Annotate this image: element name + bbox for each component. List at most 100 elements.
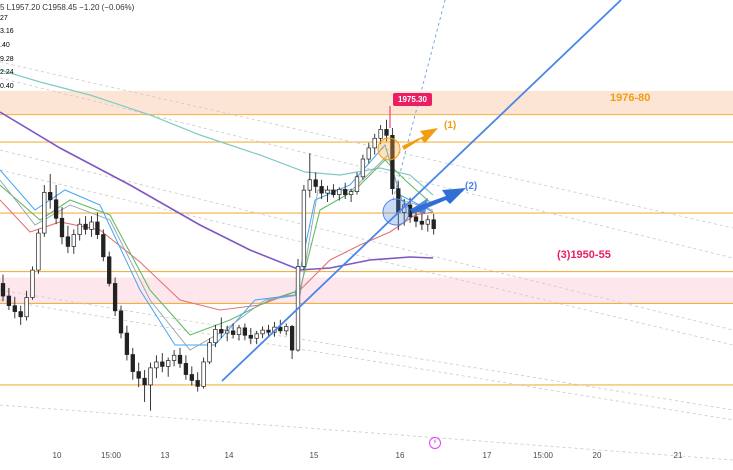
zone-upper-label: 1976-80 <box>610 92 651 104</box>
candle-body <box>166 360 171 367</box>
candle-body <box>384 129 389 136</box>
candle-body <box>337 189 342 195</box>
candle-body <box>160 361 165 367</box>
marker-1-circle <box>377 137 401 161</box>
candle-body <box>366 147 371 160</box>
candle-body <box>6 295 12 307</box>
lightning-event-icon[interactable]: ⚡ <box>429 437 441 449</box>
ma-line-purple <box>0 111 434 271</box>
candle-body <box>65 236 71 247</box>
candle-body <box>118 310 124 334</box>
x-tick-label: 17 <box>482 451 492 460</box>
candle-body <box>112 283 118 312</box>
candle-body <box>59 217 65 238</box>
ohlc-readout: 5 L1957.20 C1958.45 −1.20 (−0.06%) <box>0 3 135 12</box>
candle-body <box>225 330 230 334</box>
candle-body <box>354 176 360 192</box>
candle-body <box>107 256 112 284</box>
candle-body <box>201 361 206 387</box>
price-flag-label: 1975.30 <box>393 93 432 106</box>
ma-line-grey <box>0 154 434 351</box>
candle-body <box>307 179 312 191</box>
indicator-value-4: 9.28 <box>0 56 14 63</box>
candle-body <box>372 137 377 149</box>
candle-body <box>242 327 248 336</box>
candle-body <box>77 223 82 235</box>
candle-body <box>260 329 265 335</box>
candle-body <box>124 332 130 355</box>
candle-body <box>413 216 419 222</box>
x-tick-label: 10 <box>52 451 62 460</box>
channel-dashed-line <box>0 404 733 461</box>
candle-body <box>53 199 59 219</box>
marker-2-circle <box>382 198 410 226</box>
candle-body <box>71 234 76 247</box>
marker-1-label: (1) <box>444 120 457 131</box>
candle-body <box>48 192 53 201</box>
channel-dashed-line <box>0 289 733 411</box>
marker-2-label: (2) <box>465 181 478 192</box>
candle-body <box>230 330 236 335</box>
candle-body <box>289 326 295 351</box>
candle-body <box>183 363 189 375</box>
candle-body <box>142 377 147 386</box>
candle-body <box>30 269 35 298</box>
candle-body <box>213 329 218 344</box>
candle-body <box>301 189 307 267</box>
candle-body <box>254 333 259 339</box>
candle-body <box>42 192 47 234</box>
candle-body <box>148 367 153 386</box>
candle-body <box>248 334 253 339</box>
zone-band <box>0 277 733 304</box>
x-tick-label: 16 <box>395 451 405 460</box>
channel-dashed-line <box>0 299 733 421</box>
candle-body <box>89 221 94 230</box>
channel-dashed-line <box>0 61 733 229</box>
zone-band <box>0 90 733 115</box>
candle-body <box>189 374 194 381</box>
marker-2-arrowhead <box>410 198 428 214</box>
candle-body <box>331 189 336 195</box>
candle-body <box>83 223 88 230</box>
candle-body <box>0 283 6 297</box>
candle-body <box>171 354 177 361</box>
trendline <box>221 0 622 382</box>
candle-body <box>319 186 324 194</box>
candle-body <box>154 361 159 369</box>
candle-body <box>378 129 383 139</box>
ma-line-teal <box>0 69 434 196</box>
candle-body <box>419 220 425 225</box>
x-tick-label: 14 <box>224 451 234 460</box>
candle-body <box>24 297 29 318</box>
indicator-value-5: 2.24 <box>0 69 14 76</box>
indicator-value-2: 3.16 <box>0 28 14 35</box>
candle-body <box>431 219 436 230</box>
candle-body <box>325 189 330 194</box>
x-tick-label: 21 <box>673 451 683 460</box>
ma-line-green <box>0 159 434 336</box>
zone-lower-label: (3)1950-55 <box>557 249 611 261</box>
candle-body <box>36 232 41 271</box>
candle-body <box>136 371 141 379</box>
candle-body <box>348 191 354 195</box>
x-tick-label: 15 <box>309 451 319 460</box>
candle-body <box>284 326 289 332</box>
indicator-value-1: 27 <box>0 15 8 22</box>
candle-body <box>18 311 23 318</box>
x-tick-label: 20 <box>592 451 602 460</box>
candle-body <box>130 354 135 372</box>
candle-body <box>425 219 430 225</box>
candle-body <box>390 135 395 190</box>
candle-body <box>278 326 283 332</box>
ma-line-red <box>0 199 434 311</box>
x-tick-label: 15:00 <box>100 451 122 460</box>
candle-body <box>236 327 242 335</box>
marker-1-arrow <box>402 128 438 150</box>
candle-body <box>266 329 271 333</box>
indicator-value-6: 0.40 <box>0 83 14 90</box>
candle-body <box>101 234 106 258</box>
x-tick-label: 15:00 <box>532 451 554 460</box>
candle-body <box>207 342 212 363</box>
